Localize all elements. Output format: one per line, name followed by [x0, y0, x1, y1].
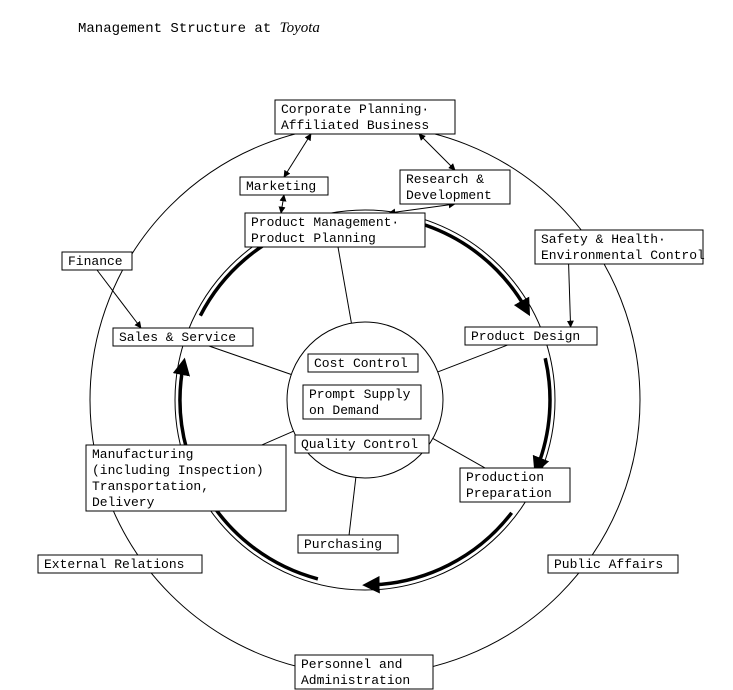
node-prodprep-label: Preparation — [466, 486, 552, 501]
diagram-svg: Corporate Planning·Affiliated BusinessMa… — [0, 0, 733, 690]
node-safety-label: Environmental Control — [541, 248, 705, 263]
node-corporate-label: Corporate Planning· — [281, 102, 429, 117]
title-brand: Toyota — [280, 20, 320, 36]
node-prodmgmt: Product Management·Product Planning — [245, 213, 425, 247]
node-prompt-label: Prompt Supply — [309, 387, 411, 402]
node-quality: Quality Control — [295, 435, 429, 453]
node-purchasing-label: Purchasing — [304, 537, 382, 552]
node-mfg-label: Transportation, — [92, 479, 209, 494]
node-corporate-label: Affiliated Business — [281, 118, 429, 133]
title-prefix: Management Structure at — [78, 21, 280, 37]
node-research: Research &Development — [400, 170, 510, 204]
node-safety: Safety & Health·Environmental Control — [535, 230, 705, 264]
node-quality-label: Quality Control — [301, 437, 418, 452]
page-title: Management Structure at Toyota — [78, 20, 320, 37]
node-research-label: Research & — [406, 172, 484, 187]
boxes-layer: Corporate Planning·Affiliated Business Ma… — [38, 100, 705, 689]
node-personnel: Personnel andAdministration — [295, 655, 433, 689]
node-sales-label: Sales & Service — [119, 330, 236, 345]
node-mfg-label: Manufacturing — [92, 447, 193, 462]
node-prodprep: ProductionPreparation — [460, 468, 570, 502]
node-prodmgmt-label: Product Management· — [251, 215, 399, 230]
node-finance-label: Finance — [68, 254, 123, 269]
node-mfg: Manufacturing(including Inspection) Tran… — [86, 445, 286, 511]
node-marketing-label: Marketing — [246, 179, 316, 194]
node-cost: Cost Control — [308, 354, 418, 372]
node-sales: Sales & Service — [113, 328, 253, 346]
node-finance: Finance — [62, 252, 132, 270]
node-prompt-label: on Demand — [309, 403, 379, 418]
node-mfg-label: Delivery — [92, 495, 155, 510]
diagram-root: Management Structure at Toyota Corporate… — [0, 0, 733, 690]
node-external-label: External Relations — [44, 557, 184, 572]
node-personnel-label: Administration — [301, 673, 410, 688]
node-marketing: Marketing — [240, 177, 328, 195]
node-proddesign-label: Product Design — [471, 329, 580, 344]
node-external: External Relations — [38, 555, 202, 573]
node-research-label: Development — [406, 188, 492, 203]
node-cost-label: Cost Control — [314, 356, 408, 371]
node-prodprep-label: Production — [466, 470, 544, 485]
node-public: Public Affairs — [548, 555, 678, 573]
node-prodmgmt-label: Product Planning — [251, 231, 376, 246]
node-corporate: Corporate Planning·Affiliated Business — [275, 100, 455, 134]
node-safety-label: Safety & Health· — [541, 232, 666, 247]
node-mfg-label: (including Inspection) — [92, 463, 264, 478]
node-personnel-label: Personnel and — [301, 657, 402, 672]
node-proddesign: Product Design — [465, 327, 597, 345]
node-purchasing: Purchasing — [298, 535, 398, 553]
node-public-label: Public Affairs — [554, 557, 663, 572]
node-prompt: Prompt Supplyon Demand — [303, 385, 421, 419]
